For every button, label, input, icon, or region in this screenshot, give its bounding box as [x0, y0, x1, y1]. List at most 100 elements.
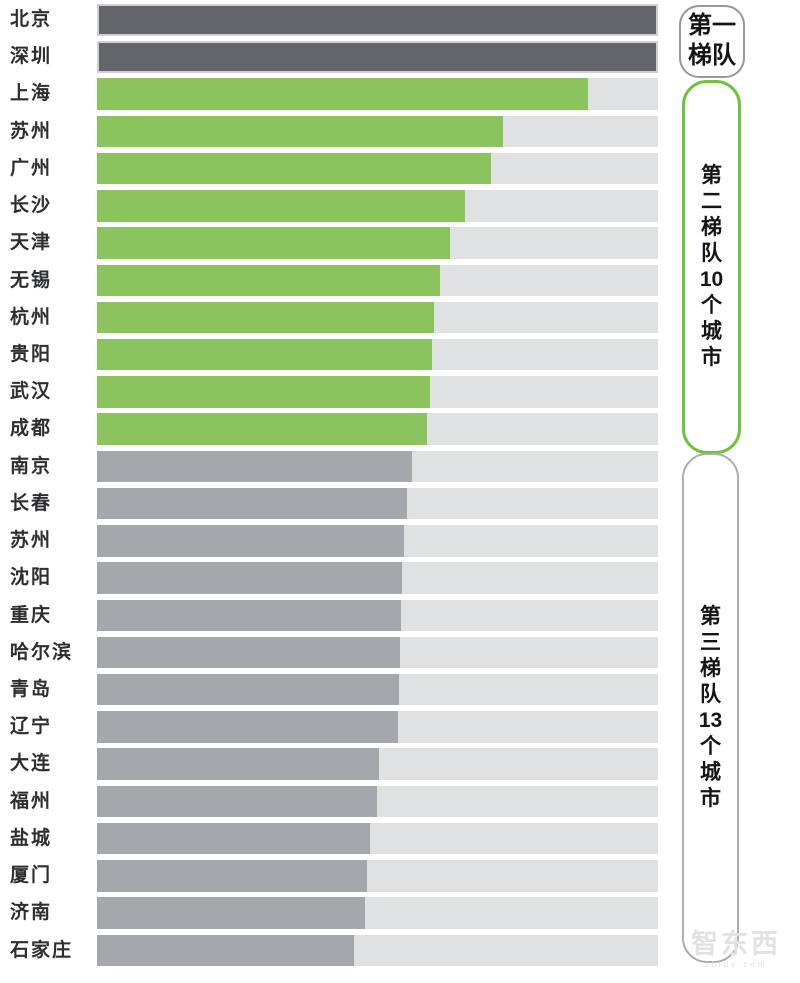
- city-label: 福州: [10, 790, 53, 812]
- bar-track: [97, 822, 658, 855]
- city-label: 重庆: [10, 604, 53, 626]
- bar-fill: [97, 78, 588, 110]
- bar-fill: [97, 860, 367, 892]
- chart-row: 青岛: [0, 673, 800, 706]
- tier1-label-line: 第一: [688, 12, 736, 39]
- bar-track: [97, 897, 658, 929]
- bar-track: [97, 860, 658, 892]
- tier-label-char: 市: [700, 787, 721, 810]
- tier-label-char: 城: [700, 761, 721, 784]
- bar-track: [97, 115, 658, 148]
- bar-track: [97, 413, 658, 445]
- chart-row: 深圳: [0, 41, 800, 73]
- bar-track: [97, 41, 658, 73]
- chart-row: 北京: [0, 4, 800, 36]
- city-label: 苏州: [10, 530, 53, 552]
- chart-row: 石家庄: [0, 934, 800, 966]
- tier-label-char: 队: [700, 683, 721, 706]
- bar-track: [97, 4, 658, 36]
- city-label: 石家庄: [10, 939, 74, 961]
- city-label: 贵阳: [10, 343, 53, 365]
- city-label: 长春: [10, 492, 53, 514]
- city-label: 哈尔滨: [10, 641, 74, 663]
- city-label: 深圳: [10, 46, 53, 68]
- tier-label-char: 第: [701, 164, 722, 187]
- tier2-label: 第二梯队 10 个城市: [685, 83, 738, 451]
- tier3-label: 第三梯队 13 个城市: [684, 455, 737, 961]
- tier3-annotation-box: 第三梯队 13 个城市: [682, 453, 739, 963]
- bar-fill: [97, 190, 466, 222]
- bar-fill: [97, 41, 658, 73]
- bar-fill: [97, 636, 400, 669]
- chart-row: 苏州: [0, 115, 800, 148]
- bar-fill: [97, 264, 440, 297]
- bar-fill: [97, 115, 504, 148]
- city-label: 广州: [10, 157, 53, 179]
- chart-row: 厦门: [0, 860, 800, 892]
- city-label: 无锡: [10, 269, 53, 291]
- bar-fill: [97, 897, 366, 929]
- bar-fill: [97, 525, 404, 557]
- bar-track: [97, 785, 658, 818]
- chart-row: 哈尔滨: [0, 636, 800, 669]
- chart-row: 盐城: [0, 822, 800, 855]
- city-label: 苏州: [10, 120, 53, 142]
- bar-fill: [97, 487, 408, 520]
- chart-row: 贵阳: [0, 338, 800, 371]
- bar-track: [97, 376, 658, 408]
- bar-fill: [97, 934, 354, 966]
- bar-fill: [97, 376, 431, 408]
- chart-row: 福州: [0, 785, 800, 818]
- bar-track: [97, 711, 658, 743]
- chart-row: 武汉: [0, 376, 800, 408]
- city-label: 天津: [10, 232, 53, 254]
- bar-track: [97, 78, 658, 110]
- city-label: 南京: [10, 455, 53, 477]
- tier-label-char: 三: [700, 631, 721, 654]
- chart-row: 大连: [0, 748, 800, 780]
- city-label: 济南: [10, 902, 53, 924]
- bar-track: [97, 636, 658, 669]
- chart-row: 无锡: [0, 264, 800, 297]
- bar-fill: [97, 822, 371, 855]
- city-label: 上海: [10, 83, 53, 105]
- tier2-annotation-box: 第二梯队 10 个城市: [682, 80, 741, 454]
- bar-fill: [97, 748, 379, 780]
- bar-track: [97, 190, 658, 222]
- bar-track: [97, 599, 658, 632]
- bar-fill: [97, 4, 658, 36]
- chart-row: 济南: [0, 897, 800, 929]
- bar-track: [97, 301, 658, 334]
- chart-row: 广州: [0, 152, 800, 185]
- bar-track: [97, 152, 658, 185]
- bar-fill: [97, 152, 491, 185]
- bar-fill: [97, 785, 377, 818]
- tier-label-char: 队: [701, 242, 722, 265]
- chart-row: 杭州: [0, 301, 800, 334]
- city-label: 成都: [10, 418, 53, 440]
- city-label: 厦门: [10, 865, 53, 887]
- city-label: 沈阳: [10, 567, 53, 589]
- tier-label-char: 梯: [700, 657, 721, 680]
- city-label: 盐城: [10, 827, 53, 849]
- city-label: 大连: [10, 753, 53, 775]
- chart-row: 长沙: [0, 190, 800, 222]
- bar-track: [97, 934, 658, 966]
- bar-fill: [97, 301, 435, 334]
- bar-fill: [97, 673, 399, 706]
- chart-row: 苏州: [0, 525, 800, 557]
- chart-row: 上海: [0, 78, 800, 110]
- chart-row: 重庆: [0, 599, 800, 632]
- city-label: 武汉: [10, 381, 53, 403]
- chart-row: 长春: [0, 487, 800, 520]
- tier-label-char: 梯: [701, 216, 722, 239]
- city-label: 辽宁: [10, 716, 53, 738]
- bar-track: [97, 338, 658, 371]
- tier-label-char: 13: [698, 709, 723, 732]
- bar-track: [97, 562, 658, 594]
- bar-fill: [97, 227, 450, 259]
- bar-track: [97, 748, 658, 780]
- bar-fill: [97, 413, 427, 445]
- tier1-label-line: 梯队: [688, 42, 736, 69]
